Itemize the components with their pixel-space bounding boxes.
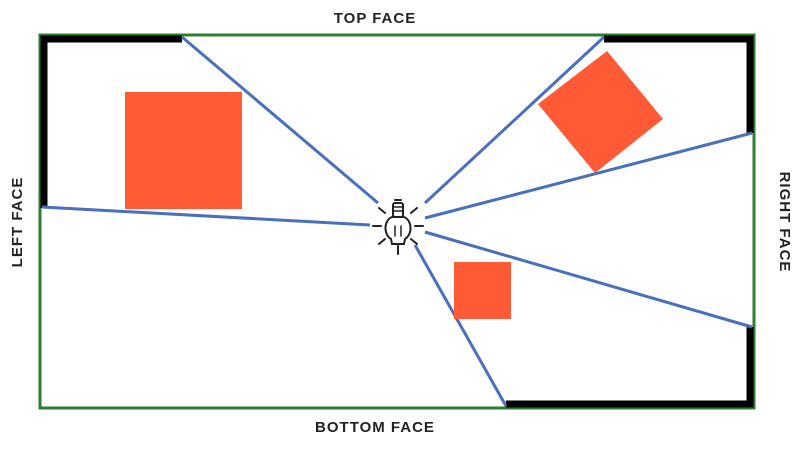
ray bbox=[423, 35, 606, 205]
obstacle-square-large bbox=[125, 92, 242, 209]
obstacle-square-rotated bbox=[538, 51, 663, 173]
top-face-label: TOP FACE bbox=[334, 10, 416, 27]
ray bbox=[413, 244, 508, 407]
ray bbox=[181, 35, 379, 205]
shadow-edge-top-left bbox=[40, 35, 182, 208]
ray bbox=[41, 205, 371, 227]
obstacle-square-small bbox=[454, 262, 511, 319]
shadow-edge-top-right bbox=[604, 35, 754, 133]
ray bbox=[424, 131, 753, 220]
light-bulb-icon bbox=[372, 199, 424, 255]
left-face-label: LEFT FACE bbox=[9, 177, 26, 268]
room-boundary bbox=[38, 33, 756, 410]
ray bbox=[424, 230, 753, 329]
bottom-face-label: BOTTOM FACE bbox=[315, 419, 435, 436]
right-face-label: RIGHT FACE bbox=[776, 172, 793, 273]
shadow-edge-bottom-right bbox=[506, 327, 754, 408]
